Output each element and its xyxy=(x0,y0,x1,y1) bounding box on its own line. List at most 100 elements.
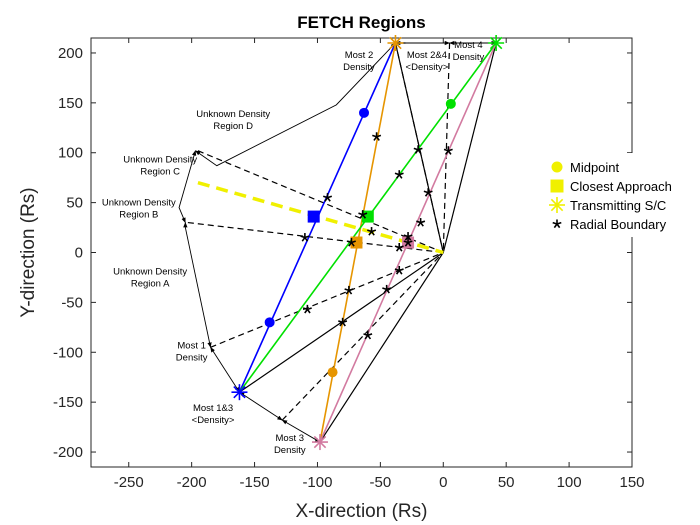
radial-boundary-marker-stroke xyxy=(302,307,308,311)
radial-boundary-marker-stroke xyxy=(403,240,409,244)
annotation-line: Density xyxy=(453,52,485,63)
radial-boundary-marker-stroke xyxy=(323,195,328,199)
midpoint-marker xyxy=(359,107,370,118)
closest-approach-marker xyxy=(307,210,320,223)
x-tick-label: 0 xyxy=(439,474,447,491)
x-tick-label: 100 xyxy=(557,474,582,491)
annotation-line: Region B xyxy=(119,210,158,221)
radial-boundary-marker-stroke xyxy=(413,147,419,151)
radial-boundary-marker xyxy=(300,233,310,242)
midpoint-marker xyxy=(327,367,338,378)
region-annotation: Most 3 Density xyxy=(274,433,306,456)
radial-boundary-marker xyxy=(413,145,423,154)
legend-asterisk-icon xyxy=(549,197,565,213)
legend-box xyxy=(541,153,691,237)
legend-label: Closest Approach xyxy=(570,179,672,194)
radial-boundary-marker xyxy=(443,146,453,155)
radial-boundary-marker-stroke xyxy=(358,212,364,216)
transmitter-marker xyxy=(488,34,505,51)
annotation-line: Density xyxy=(176,352,208,363)
annotation-line: <Density> xyxy=(192,415,235,426)
region-arc xyxy=(194,42,396,167)
radial-boundary-marker xyxy=(372,132,382,141)
y-tick-label: -150 xyxy=(53,394,83,411)
y-tick-label: 150 xyxy=(58,95,83,112)
region-arc xyxy=(178,150,197,224)
annotation-line: Most 4 xyxy=(454,40,483,51)
radial-boundary-marker xyxy=(423,188,433,197)
legend-asterisk-icon-stroke xyxy=(550,198,564,212)
radial-boundary-marker xyxy=(416,218,426,227)
x-tick-label: 150 xyxy=(619,474,644,491)
region-annotation: Most 1 Density xyxy=(176,340,208,363)
region-annotation: Unknown Density Region D xyxy=(196,109,270,132)
transmitter-marker xyxy=(311,434,328,451)
radial-boundary-marker-stroke xyxy=(394,268,400,272)
annotation-line: Unknown Density xyxy=(113,266,187,277)
region-annotation: Unknown Density Region C xyxy=(123,155,197,178)
region-annotation: Unknown Density Region A xyxy=(113,266,187,289)
radial-boundary-marker-stroke xyxy=(363,333,369,337)
annotation-line: Region C xyxy=(140,167,180,178)
annotation-line: <Density> xyxy=(406,62,449,73)
radial-boundary-marker xyxy=(394,265,404,275)
radial-boundary-marker-stroke xyxy=(443,148,449,152)
radial-boundary-marker xyxy=(323,193,333,202)
legend-label: Midpoint xyxy=(570,160,620,175)
x-tick-label: -50 xyxy=(370,474,392,491)
radial-boundary-marker-stroke xyxy=(394,172,400,176)
annotation-line: Most 2 xyxy=(345,50,374,61)
region-annotation: Most 2&4 <Density> xyxy=(406,50,449,73)
annotation-line: Unknown Density xyxy=(123,155,197,166)
annotation-line: Density xyxy=(343,62,375,73)
legend-star-icon-stroke xyxy=(552,221,558,225)
y-tick-label: -50 xyxy=(61,294,83,311)
annotation-line: Most 1 xyxy=(177,340,206,351)
region-annotation: Most 1&3 <Density> xyxy=(192,403,235,426)
radial-boundary-marker xyxy=(358,210,368,219)
annotation-line: Density xyxy=(274,445,306,456)
radial-boundary-marker-stroke xyxy=(372,134,377,138)
legend-star-icon xyxy=(552,219,562,229)
transmitter-marker xyxy=(387,34,404,51)
y-tick-label: 50 xyxy=(66,195,83,212)
legend-label: Radial Boundary xyxy=(570,217,667,232)
region-arc xyxy=(183,222,212,348)
dashed-boundary-line xyxy=(281,252,444,421)
annotation-line: Most 3 xyxy=(276,433,305,444)
radial-boundary-marker-stroke xyxy=(403,234,409,238)
region-annotation: Most 4 Density xyxy=(453,40,485,63)
radial-boundary-marker xyxy=(394,243,404,252)
annotation-line: Unknown Density xyxy=(102,198,176,209)
radial-boundary-marker xyxy=(344,285,354,295)
radial-boundary-marker xyxy=(403,238,413,247)
plot-area: -250 -200 -150 -100 -50 0 50 100 150 -200 -150 -100… xyxy=(53,34,645,491)
annotation-line: Region D xyxy=(213,121,253,132)
x-tick-label: -200 xyxy=(177,474,207,491)
transmitter-marker-stroke xyxy=(233,385,246,399)
dashed-boundary-line xyxy=(197,150,444,254)
dashed-boundary-line xyxy=(210,251,444,348)
radial-boundary-marker-stroke xyxy=(423,190,429,194)
region-arc xyxy=(210,346,240,393)
radial-boundary-marker-stroke xyxy=(338,320,343,324)
radial-boundary-marker-stroke xyxy=(382,287,387,291)
transmitter-marker-stroke xyxy=(389,36,402,50)
annotation-line: Region A xyxy=(131,278,170,289)
y-tick-label: 0 xyxy=(75,245,83,262)
transmitter-marker xyxy=(231,384,248,401)
radial-boundary-marker-stroke xyxy=(416,220,421,224)
transmitter-marker-stroke xyxy=(489,36,503,50)
dashed-boundary-line xyxy=(442,42,451,253)
transmitter-marker-stroke xyxy=(313,435,327,449)
radial-boundary-marker xyxy=(367,227,377,236)
radial-boundary-marker xyxy=(382,284,392,294)
y-tick-label: -200 xyxy=(53,444,83,461)
x-tick-label: -150 xyxy=(240,474,270,491)
y-tick-label: 100 xyxy=(58,145,83,162)
x-axis-label: X-direction (Rs) xyxy=(296,501,428,522)
radial-boundary-marker xyxy=(302,304,312,314)
region-arc xyxy=(239,391,283,421)
